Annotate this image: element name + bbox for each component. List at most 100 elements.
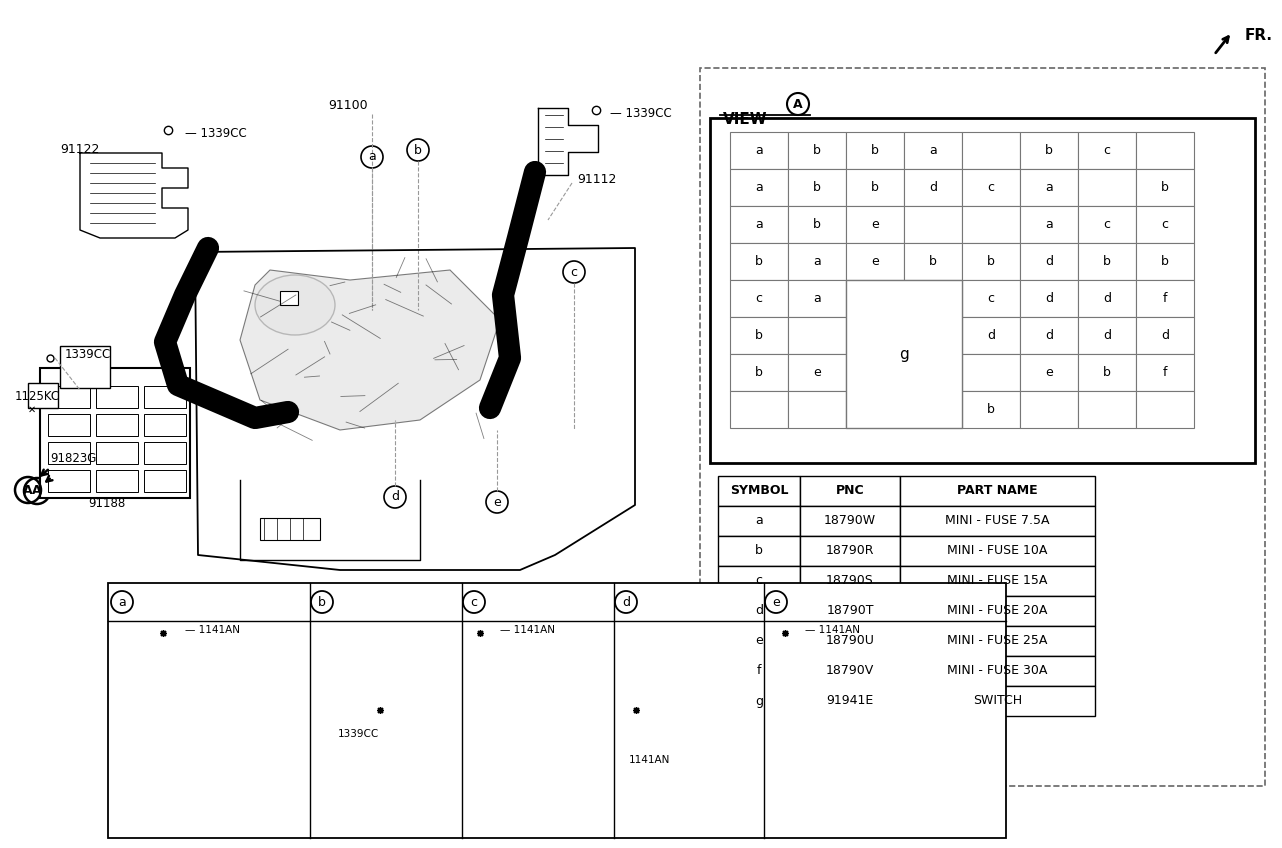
- Bar: [1136, 243, 1194, 280]
- Text: d: d: [1103, 292, 1111, 305]
- Bar: [846, 206, 904, 243]
- Text: b: b: [813, 144, 820, 157]
- Text: 18790R: 18790R: [826, 544, 874, 557]
- Bar: [47, 442, 90, 464]
- Bar: [1136, 206, 1194, 243]
- Bar: [1020, 169, 1078, 206]
- Bar: [144, 470, 186, 492]
- Text: b: b: [813, 218, 820, 231]
- Bar: [904, 206, 962, 243]
- Text: e: e: [872, 255, 879, 268]
- Bar: [1020, 354, 1078, 391]
- Bar: [96, 386, 138, 408]
- Text: 1339CC: 1339CC: [65, 348, 112, 361]
- Bar: [28, 383, 58, 408]
- Text: 1339CC: 1339CC: [337, 729, 378, 739]
- Bar: [1020, 391, 1078, 428]
- Text: 1125KC: 1125KC: [15, 390, 60, 403]
- Text: MINI - FUSE 10A: MINI - FUSE 10A: [947, 544, 1047, 557]
- Bar: [1078, 391, 1136, 428]
- Bar: [846, 169, 904, 206]
- Text: d: d: [391, 490, 399, 504]
- Text: ✕: ✕: [28, 405, 36, 415]
- Bar: [1078, 243, 1136, 280]
- Bar: [788, 206, 846, 243]
- Bar: [1078, 280, 1136, 317]
- Bar: [788, 317, 846, 354]
- Text: d: d: [1045, 292, 1053, 305]
- Text: b: b: [987, 403, 995, 416]
- Bar: [47, 386, 90, 408]
- Text: a: a: [755, 515, 763, 527]
- Bar: [1078, 206, 1136, 243]
- Text: d: d: [1103, 329, 1111, 342]
- Bar: [788, 280, 846, 317]
- Bar: [962, 280, 1020, 317]
- Bar: [962, 132, 1020, 169]
- Text: b: b: [755, 255, 763, 268]
- Text: A: A: [32, 484, 42, 498]
- Text: MINI - FUSE 20A: MINI - FUSE 20A: [947, 605, 1047, 617]
- Bar: [718, 686, 800, 716]
- Bar: [1136, 169, 1194, 206]
- Text: 91823G: 91823G: [50, 452, 96, 465]
- Text: f: f: [1163, 366, 1167, 379]
- Bar: [904, 243, 962, 280]
- Bar: [1078, 354, 1136, 391]
- Text: g: g: [899, 347, 909, 361]
- Bar: [788, 243, 846, 280]
- Bar: [718, 536, 800, 566]
- Text: SWITCH: SWITCH: [973, 695, 1022, 707]
- Text: c: c: [1161, 218, 1168, 231]
- Bar: [904, 169, 962, 206]
- Text: a: a: [1045, 181, 1053, 194]
- Bar: [144, 414, 186, 436]
- Text: a: a: [755, 181, 763, 194]
- Bar: [1020, 317, 1078, 354]
- Text: 18790S: 18790S: [826, 574, 874, 588]
- Text: SYMBOL: SYMBOL: [729, 484, 788, 498]
- Bar: [800, 596, 900, 626]
- Text: g: g: [755, 695, 763, 707]
- Bar: [962, 169, 1020, 206]
- Bar: [900, 536, 1095, 566]
- Text: MINI - FUSE 30A: MINI - FUSE 30A: [947, 665, 1047, 678]
- Text: — 1141AN: — 1141AN: [805, 625, 860, 635]
- Text: b: b: [755, 329, 763, 342]
- Bar: [900, 626, 1095, 656]
- Text: b: b: [1161, 181, 1169, 194]
- Bar: [962, 206, 1020, 243]
- Bar: [718, 506, 800, 536]
- Text: b: b: [870, 181, 879, 194]
- Bar: [1020, 132, 1078, 169]
- Bar: [108, 583, 1006, 838]
- Text: d: d: [1045, 329, 1053, 342]
- Text: e: e: [772, 595, 779, 609]
- Bar: [144, 442, 186, 464]
- Bar: [700, 68, 1265, 786]
- Bar: [1078, 169, 1136, 206]
- Text: — 1339CC: — 1339CC: [185, 127, 246, 140]
- Text: b: b: [1045, 144, 1053, 157]
- Ellipse shape: [255, 275, 335, 335]
- Text: FR.: FR.: [1245, 28, 1273, 43]
- Bar: [729, 354, 788, 391]
- Bar: [260, 518, 320, 540]
- Text: a: a: [1045, 218, 1053, 231]
- Text: a: a: [813, 292, 820, 305]
- Text: c: c: [1104, 218, 1110, 231]
- Text: 18790W: 18790W: [824, 515, 876, 527]
- Bar: [800, 626, 900, 656]
- Text: 91122: 91122: [60, 143, 100, 156]
- Text: c: c: [755, 292, 763, 305]
- Bar: [1020, 206, 1078, 243]
- Bar: [788, 354, 846, 391]
- Bar: [800, 686, 900, 716]
- Bar: [788, 391, 846, 428]
- Text: e: e: [1045, 366, 1053, 379]
- Text: f: f: [1163, 292, 1167, 305]
- Bar: [900, 506, 1095, 536]
- Bar: [788, 132, 846, 169]
- Bar: [904, 132, 962, 169]
- Bar: [846, 243, 904, 280]
